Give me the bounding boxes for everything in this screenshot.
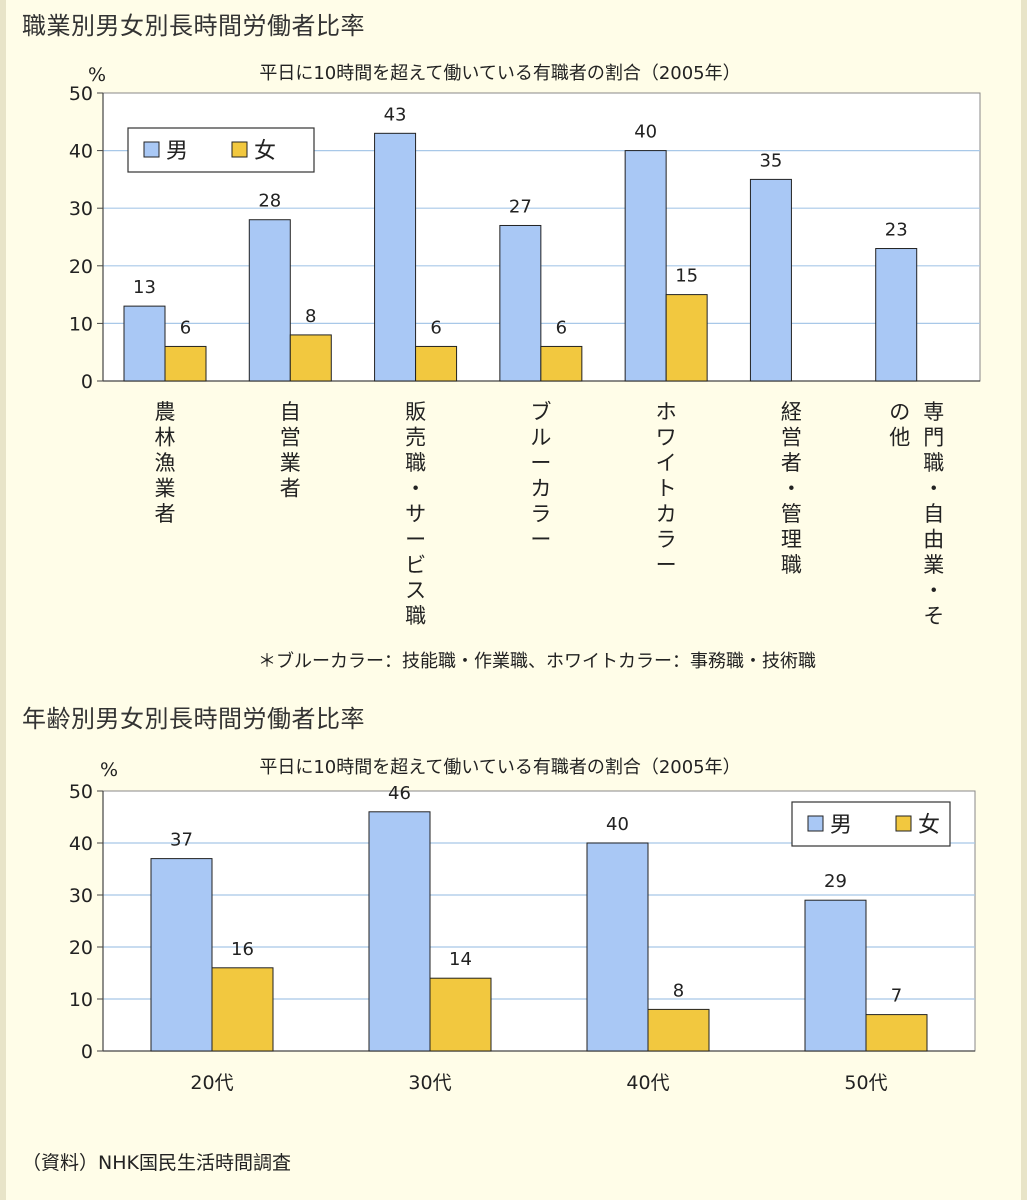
data-label: 46: [388, 783, 411, 804]
chart-title: 平日に10時間を超えて働いている有職者の割合（2005年）: [259, 757, 740, 778]
age-chart-section-title: 年齢別男女別長時間労働者比率: [22, 705, 365, 733]
chart-footnote: ＊ブルーカラー：技能職・作業職、ホワイトカラー：事務職・技術職: [258, 650, 816, 672]
data-label: 6: [556, 317, 567, 338]
female-bar: [540, 345, 583, 382]
y-tick-label: 40: [69, 141, 93, 163]
y-tick-label: 50: [69, 83, 93, 105]
x-category-label: 農林漁業者: [155, 400, 176, 526]
y-tick-label: 10: [69, 989, 93, 1011]
male-bar: [374, 132, 417, 382]
right-frame-edge: [1021, 0, 1027, 1200]
data-label: 6: [430, 317, 441, 338]
y-tick-label: 20: [69, 937, 93, 959]
data-label: 37: [170, 830, 193, 851]
data-label: 7: [891, 986, 902, 1007]
y-tick-label: 50: [69, 781, 93, 803]
age-chart: 0 10 20 30 40 50% 平日に10時間を超えて働いている有職者の割合（2005年…: [69, 757, 976, 1094]
legend: 男女: [791, 801, 951, 847]
left-frame-edge: [0, 0, 6, 1200]
x-category-label: ブルーカラー: [530, 400, 551, 552]
female-bar: [647, 1008, 710, 1052]
female-bar: [289, 334, 332, 382]
female-bar: [164, 345, 207, 382]
data-label: 15: [675, 266, 698, 287]
legend-swatch-female: [895, 815, 912, 832]
female-bar: [865, 1014, 928, 1052]
x-category-label: 20代: [190, 1072, 233, 1094]
female-bar: [665, 294, 708, 382]
data-label: 43: [384, 104, 407, 125]
x-category-label: 専門職・自由業・その他: [889, 400, 944, 628]
legend-label: 女: [918, 813, 940, 838]
legend-label: 男: [830, 813, 852, 838]
male-bar: [875, 248, 918, 382]
data-label: 40: [606, 814, 629, 835]
y-tick-label: 0: [81, 371, 93, 393]
male-bar: [804, 899, 867, 1052]
male-bar: [749, 178, 792, 382]
x-category-label: ホワイトカラー: [656, 400, 677, 577]
data-label: 28: [258, 191, 281, 212]
legend-swatch-male: [143, 141, 160, 158]
legend-label: 女: [254, 139, 276, 164]
data-label: 6: [180, 317, 191, 338]
male-bar: [150, 858, 213, 1052]
x-category-label: 50代: [844, 1072, 887, 1094]
x-category-label: 経営者・管理職: [781, 400, 802, 577]
male-bar: [248, 219, 291, 382]
data-label: 27: [509, 196, 532, 217]
y-tick-label: 30: [69, 198, 93, 220]
data-label: 14: [449, 949, 472, 970]
legend-swatch-female: [231, 141, 248, 158]
legend-swatch-male: [807, 815, 824, 832]
x-category-label: 販売職・サービス職: [405, 400, 426, 628]
y-axis-unit-label: %: [100, 759, 118, 781]
x-category-label: 自営業者: [280, 400, 301, 501]
legend-label: 男: [166, 139, 188, 164]
data-label: 8: [305, 306, 316, 327]
y-axis-unit-label: %: [88, 64, 106, 86]
male-bar: [624, 150, 667, 382]
data-label: 13: [133, 277, 156, 298]
x-category-label: 40代: [626, 1072, 669, 1094]
male-bar: [586, 842, 649, 1052]
y-tick-label: 30: [69, 885, 93, 907]
occupation-chart: 0 10 20 30 40 50% 平日に10時間を超えて働いている有職者の割合（2005年…: [69, 63, 981, 672]
chart-title: 平日に10時間を超えて働いている有職者の割合（2005年）: [259, 63, 740, 84]
source-note: （資料）NHK国民生活時間調査: [22, 1152, 291, 1174]
female-bar: [211, 967, 274, 1052]
data-label: 40: [634, 122, 657, 143]
female-bar: [429, 977, 492, 1052]
legend: 男女: [127, 127, 315, 173]
y-tick-label: 40: [69, 833, 93, 855]
y-tick-label: 10: [69, 313, 93, 335]
x-category-label: 30代: [408, 1072, 451, 1094]
y-tick-label: 20: [69, 256, 93, 278]
female-bar: [415, 345, 458, 382]
data-label: 8: [673, 980, 684, 1001]
male-bar: [368, 811, 431, 1052]
male-bar: [499, 224, 542, 382]
y-tick-label: 0: [81, 1041, 93, 1063]
data-label: 35: [759, 150, 782, 171]
data-label: 23: [885, 220, 908, 241]
data-label: 29: [824, 871, 847, 892]
male-bar: [123, 305, 166, 382]
data-label: 16: [231, 939, 254, 960]
occupation-chart-section-title: 職業別男女別長時間労働者比率: [22, 12, 365, 40]
